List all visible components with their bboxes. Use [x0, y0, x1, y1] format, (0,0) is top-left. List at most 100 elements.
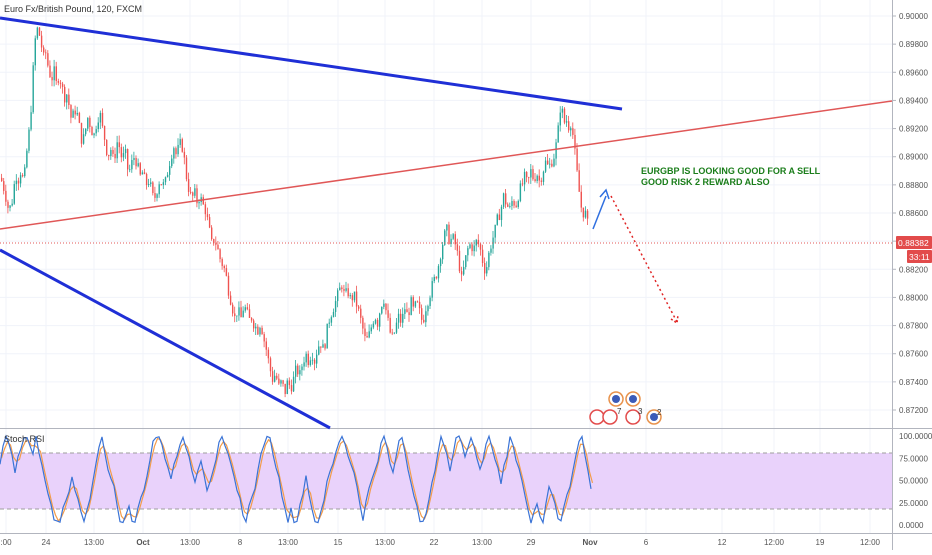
event-icon-inner [629, 395, 637, 403]
event-icon[interactable] [625, 409, 641, 425]
candle [391, 328, 393, 336]
candle [276, 372, 278, 381]
candle [87, 117, 89, 132]
candle [351, 292, 354, 307]
candle [452, 232, 454, 241]
candle [307, 350, 309, 368]
candle [368, 324, 370, 339]
candle [416, 300, 419, 303]
candle [261, 325, 263, 335]
event-markers[interactable]: 7 3 2 [589, 391, 662, 425]
candle [538, 169, 540, 188]
candle [141, 170, 144, 175]
event-count: 7 [617, 407, 622, 416]
candle [143, 168, 146, 175]
candle [442, 241, 444, 264]
time-tick-label: 13:00 [472, 538, 493, 547]
countdown-badge [907, 250, 932, 263]
event-icon[interactable] [602, 409, 618, 425]
candle [341, 285, 343, 293]
candle [292, 371, 295, 392]
price-tick-label: 0.89600 [899, 68, 928, 77]
candle [26, 148, 28, 169]
candle [547, 154, 549, 165]
candle [320, 346, 322, 353]
candle [467, 245, 469, 262]
candle [156, 193, 158, 202]
candle [576, 143, 578, 172]
candle [568, 115, 570, 133]
candle [488, 250, 490, 271]
candle [148, 178, 150, 188]
red-trendline[interactable] [0, 100, 893, 230]
candle [91, 125, 93, 136]
time-tick-label: 13:00 [278, 538, 299, 547]
time-tick-label: 13:00 [84, 538, 105, 547]
candle [253, 318, 255, 332]
candle [93, 132, 95, 139]
candle [190, 186, 192, 195]
candle [32, 61, 34, 114]
time-tick-label: 19 [816, 538, 825, 547]
candle [177, 138, 179, 157]
price-tick-label: 0.88600 [899, 209, 928, 218]
candle [517, 199, 519, 209]
candle [395, 318, 398, 335]
candle [540, 177, 543, 186]
candle [280, 379, 282, 387]
candle [225, 264, 228, 277]
candle [532, 165, 534, 181]
candle [563, 107, 566, 125]
symbol-title: Euro Fx/British Pound, 120, FXCM [4, 4, 142, 14]
candle [145, 172, 148, 190]
up-arrow-icon[interactable] [592, 188, 610, 230]
candle [110, 147, 112, 160]
candle [66, 94, 68, 110]
candle [337, 288, 339, 308]
candle [492, 230, 494, 254]
event-count: 3 [638, 407, 643, 416]
candle [360, 304, 362, 324]
candle [1, 173, 3, 182]
price-tick-label: 0.89800 [899, 40, 928, 49]
candle [534, 173, 536, 183]
candle [339, 282, 341, 291]
candle [557, 122, 559, 143]
candle [164, 176, 167, 186]
candle [479, 242, 482, 256]
stoch-tick-label: 25.0000 [899, 499, 928, 508]
candle [127, 148, 129, 177]
upper-trendline[interactable] [0, 16, 623, 111]
candle [61, 81, 64, 94]
stoch-d-line [0, 437, 594, 523]
price-tick-label: 0.89000 [899, 153, 928, 162]
event-icon[interactable] [589, 409, 605, 425]
candle [379, 312, 381, 332]
candle [74, 105, 76, 120]
price-tick-label: 0.88200 [899, 265, 928, 274]
candle [169, 161, 171, 181]
price-tick-label: 0.89200 [899, 125, 928, 134]
candle [586, 209, 589, 225]
candle [486, 261, 488, 277]
candle [64, 84, 66, 107]
lower-trendline[interactable] [0, 248, 331, 430]
candle [248, 304, 251, 319]
candle [47, 50, 49, 68]
candle [397, 308, 400, 329]
candle [381, 306, 383, 315]
candle [114, 147, 116, 163]
candle [286, 378, 288, 395]
candle [45, 49, 47, 60]
candle [469, 242, 471, 250]
candle [456, 238, 459, 256]
candle [465, 255, 467, 270]
candle [278, 373, 280, 385]
candle [103, 125, 106, 146]
candle [528, 176, 530, 184]
down-arrow-icon[interactable] [610, 195, 679, 325]
candle [112, 146, 114, 157]
event-icon-inner [612, 395, 620, 403]
